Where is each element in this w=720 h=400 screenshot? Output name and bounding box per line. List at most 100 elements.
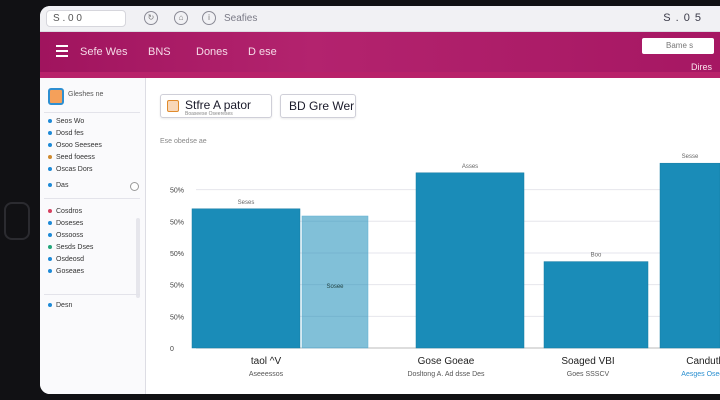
- bullet-icon: [48, 303, 52, 308]
- nav-item-3[interactable]: Dones: [196, 46, 228, 58]
- sidebar-item-secondary-2[interactable]: Ossooss: [48, 230, 138, 241]
- sidebar-title: Gleshes ne: [68, 91, 104, 98]
- sidebar-item-secondary-label: Doseses: [56, 220, 84, 227]
- reload-icon[interactable]: ↻: [144, 11, 158, 25]
- sidebar-item-label: Osoo Seesees: [56, 142, 102, 149]
- bullet-icon: [48, 131, 52, 136]
- x-category-sublabel: Dosltong A. Ad dsse Des: [407, 371, 485, 378]
- sidebar-item-secondary-5[interactable]: Goseaes: [48, 266, 138, 277]
- nav-item-2[interactable]: BNS: [148, 46, 171, 58]
- sidebar-header: Gleshes ne: [48, 86, 138, 108]
- x-category-label: Soaged VBI: [561, 356, 614, 367]
- x-category-sublabel: Goes SSSCV: [567, 371, 610, 378]
- bar-secondary: [301, 215, 369, 349]
- main-content: Stfre A pator Boaseese Oseereses BD Gre …: [146, 78, 720, 394]
- sidebar-item-secondary-label: Osdeosd: [56, 256, 85, 263]
- sidebar-item-label: Dosd fes: [56, 130, 84, 137]
- search-input[interactable]: Bame s: [642, 38, 714, 54]
- report-button[interactable]: Stfre A pator Boaseese Oseereses: [160, 94, 272, 118]
- sidebar-item-secondary-label: Goseaes: [56, 268, 85, 275]
- nav-item-1[interactable]: Sefe Wes: [80, 46, 128, 58]
- sidebar-item-secondary-3[interactable]: Sesds Dses: [48, 242, 138, 253]
- bar-0: [191, 208, 301, 349]
- bar-2: [543, 261, 649, 349]
- browser-status: S . 0 5: [663, 12, 702, 24]
- x-category-label: taol ^V: [251, 356, 282, 367]
- sidebar-item-0[interactable]: Seos Wo: [48, 116, 138, 127]
- header-accent-strip: [40, 72, 720, 78]
- bullet-icon: [48, 245, 52, 250]
- sidebar-item-3[interactable]: Seed foeess: [48, 152, 138, 163]
- sidebar-item-secondary-1[interactable]: Doseses: [48, 218, 138, 229]
- report-button-sublabel: Boaseese Oseereses: [185, 111, 233, 117]
- sidebar-toggle-label: Das: [56, 182, 69, 189]
- sidebar-item-4[interactable]: Oscas Dors: [48, 164, 138, 175]
- bullet-icon: [48, 119, 52, 124]
- y-tick-label: 50%: [170, 283, 184, 290]
- sidebar-footer-item[interactable]: Desn: [48, 300, 138, 311]
- bullet-icon: [48, 269, 52, 274]
- sidebar-divider: [44, 294, 140, 295]
- bullet-icon: [48, 155, 52, 160]
- sidebar-divider: [44, 112, 140, 113]
- screen: S . 0 0 ↻ ⌂ i Seafies S . 0 5 Sefe Wes B…: [40, 6, 720, 394]
- sidebar-item-label: Seed foeess: [56, 154, 95, 161]
- document-icon: [167, 100, 179, 112]
- sidebar-item-secondary-0[interactable]: Cosdros: [48, 206, 138, 217]
- sidebar-footer-label: Desn: [56, 302, 73, 309]
- y-tick-label: 50%: [170, 314, 184, 321]
- sidebar-item-label: Oscas Dors: [56, 166, 93, 173]
- app-header: Sefe Wes BNS Dones D ese Bame s Dires: [40, 32, 720, 72]
- browser-tab[interactable]: S . 0 0: [46, 10, 126, 27]
- app-logo-icon: [48, 88, 64, 105]
- view-button[interactable]: BD Gre Wer: [280, 94, 356, 118]
- sidebar-item-2[interactable]: Osoo Seesees: [48, 140, 138, 151]
- header-action-link[interactable]: Dires: [690, 62, 712, 72]
- sidebar-item-1[interactable]: Dosd fes: [48, 128, 138, 139]
- sidebar-divider: [44, 198, 140, 199]
- data-label: Boo: [591, 253, 602, 259]
- y-tick-label: 50%: [170, 251, 184, 258]
- sidebar-item-secondary-label: Ossooss: [56, 232, 84, 239]
- sidebar-item-secondary-label: Cosdros: [56, 208, 83, 215]
- bullet-icon: [48, 209, 52, 214]
- sidebar-item-label: Seos Wo: [56, 118, 85, 125]
- x-category-label: Gose Goeae: [418, 356, 475, 367]
- sidebar-item-secondary-4[interactable]: Osdeosd: [48, 254, 138, 265]
- bullet-icon: [48, 167, 52, 172]
- sidebar-toggle-item[interactable]: Das: [48, 180, 138, 191]
- sidebar: Gleshes ne Seos Wo Dosd fes Osoo Seesees Se…: [40, 78, 146, 394]
- bar-chart: 0 50% 50% 50% 50% 50% Seses Asses Boo Sesse Sosee t…: [170, 154, 720, 378]
- sidebar-scrollbar[interactable]: [136, 218, 140, 298]
- browser-title: Seafies: [224, 13, 258, 24]
- y-tick-label: 50%: [170, 219, 184, 226]
- x-category-sublabel: Aseeessos: [249, 371, 284, 378]
- x-category-label: Candutly: [686, 356, 720, 367]
- home-button[interactable]: [4, 202, 30, 240]
- view-button-label: BD Gre Wer: [289, 99, 355, 113]
- bullet-icon: [48, 233, 52, 238]
- info-icon[interactable]: i: [202, 11, 216, 25]
- bullet-icon: [48, 143, 52, 148]
- data-label: Asses: [462, 164, 478, 170]
- report-button-label: Stfre A pator: [185, 98, 252, 112]
- sidebar-item-secondary-label: Sesds Dses: [56, 244, 94, 251]
- chart-subtitle: Ese obedse ae: [160, 138, 207, 145]
- bullet-icon: [48, 221, 52, 226]
- inline-label: Sosee: [326, 284, 344, 290]
- y-tick-label: 50%: [170, 188, 184, 195]
- bullet-icon: [48, 257, 52, 262]
- hamburger-menu-icon[interactable]: [56, 45, 68, 59]
- y-tick-label: 0: [170, 346, 174, 353]
- chart-panel: Ese obedse ae 0 50% 50% 50% 50% 50% Seses Asses…: [146, 128, 720, 394]
- x-category-sublabel: Aesges Oseees: [681, 371, 720, 378]
- radio-toggle[interactable]: [130, 182, 139, 191]
- browser-chrome: S . 0 0 ↻ ⌂ i Seafies S . 0 5: [40, 6, 720, 32]
- bullet-icon: [48, 183, 52, 188]
- data-label: Seses: [238, 200, 255, 206]
- data-label: Sesse: [682, 154, 699, 160]
- nav-item-4[interactable]: D ese: [248, 46, 277, 58]
- bar-3: [659, 162, 720, 349]
- home-icon[interactable]: ⌂: [174, 11, 188, 25]
- bar-1: [415, 172, 525, 349]
